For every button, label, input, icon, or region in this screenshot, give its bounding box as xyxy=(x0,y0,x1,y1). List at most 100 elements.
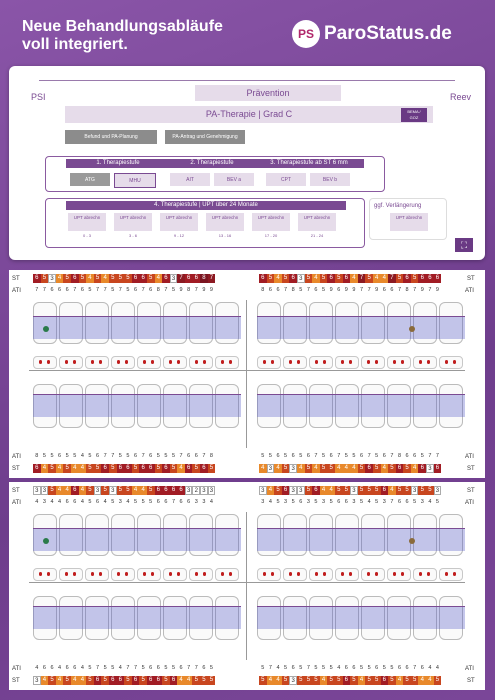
cell[interactable]: 6 xyxy=(124,464,132,473)
cell[interactable]: 6 xyxy=(96,499,100,505)
cell[interactable]: 7 xyxy=(428,453,432,459)
cell[interactable]: 6 xyxy=(192,274,201,283)
cell[interactable]: 6 xyxy=(259,274,267,283)
cell[interactable]: 7 xyxy=(202,453,206,459)
cell[interactable]: 7 xyxy=(187,665,191,671)
cell[interactable]: 4 xyxy=(55,464,64,473)
cell[interactable]: 3 xyxy=(289,464,297,473)
cell[interactable]: 6 xyxy=(299,499,303,505)
cell[interactable]: 6 xyxy=(73,665,77,671)
cell[interactable]: 5 xyxy=(403,486,411,495)
cell[interactable]: 5 xyxy=(395,274,404,283)
cell[interactable]: 8 xyxy=(187,287,191,293)
cell[interactable]: 4 xyxy=(154,274,163,283)
chip-cpt[interactable]: CPT xyxy=(266,173,306,186)
cell[interactable]: 5 xyxy=(357,464,366,473)
cell[interactable]: 7 xyxy=(357,274,366,283)
cell[interactable]: 5 xyxy=(329,665,333,671)
cell[interactable]: 5 xyxy=(342,486,351,495)
cell[interactable]: 6 xyxy=(179,499,183,505)
cell[interactable]: 5 xyxy=(281,274,290,283)
logo[interactable]: PS ParoStatus.de xyxy=(292,20,452,48)
cell[interactable]: 5 xyxy=(88,453,92,459)
cell[interactable]: 6 xyxy=(426,274,434,283)
cell[interactable]: 6 xyxy=(276,287,280,293)
cell[interactable]: 3 xyxy=(200,486,208,495)
cell[interactable]: 5 xyxy=(40,274,49,283)
cell[interactable]: 5 xyxy=(299,665,303,671)
cell[interactable]: 6 xyxy=(177,486,185,495)
cell[interactable]: 6 xyxy=(50,287,54,293)
chip-ait[interactable]: AIT xyxy=(170,173,210,186)
cell[interactable]: 4 xyxy=(78,676,87,685)
cell[interactable]: 5 xyxy=(261,453,265,459)
cell[interactable]: 5 xyxy=(42,453,46,459)
cell[interactable]: 5 xyxy=(395,486,404,495)
cell[interactable]: 5 xyxy=(433,676,442,685)
cell[interactable]: 5 xyxy=(103,665,107,671)
cell[interactable]: 6 xyxy=(281,486,290,495)
cell[interactable]: 4 xyxy=(86,274,94,283)
cell[interactable]: 3 xyxy=(207,486,216,495)
cell[interactable]: 5 xyxy=(171,665,176,671)
cell[interactable]: 4 xyxy=(350,274,358,283)
cell[interactable]: 5 xyxy=(403,464,411,473)
cell[interactable]: 6 xyxy=(306,453,310,459)
cell[interactable]: 9 xyxy=(435,287,439,293)
cell[interactable]: 7 xyxy=(141,453,145,459)
cell[interactable]: 7 xyxy=(73,287,77,293)
cell[interactable]: 8 xyxy=(156,287,160,293)
cell[interactable]: 3 xyxy=(350,486,358,495)
cell[interactable]: 6 xyxy=(33,274,41,283)
cell[interactable]: 9 xyxy=(179,287,183,293)
cell[interactable]: 6 xyxy=(164,499,168,505)
cell[interactable]: 5 xyxy=(207,464,216,473)
cell[interactable]: 3 xyxy=(352,499,356,505)
cell[interactable]: 5 xyxy=(319,274,328,283)
cell[interactable]: 5 xyxy=(65,453,69,459)
cell[interactable]: 4 xyxy=(80,453,84,459)
cell[interactable]: 6 xyxy=(116,464,125,473)
cell[interactable]: 5 xyxy=(314,665,318,671)
cell[interactable]: 5 xyxy=(171,453,176,459)
cell[interactable]: 7 xyxy=(268,665,272,671)
cell[interactable]: 7 xyxy=(42,287,46,293)
cell[interactable]: 6 xyxy=(179,665,183,671)
cell[interactable]: 6 xyxy=(101,464,109,473)
cell[interactable]: 6 xyxy=(276,453,280,459)
cell[interactable]: 3 xyxy=(194,499,198,505)
cell[interactable]: 6 xyxy=(291,665,295,671)
cell[interactable]: 6 xyxy=(73,499,77,505)
cell[interactable]: 8 xyxy=(200,274,208,283)
cell[interactable]: 3 xyxy=(266,464,275,473)
cell[interactable]: 5 xyxy=(375,453,379,459)
cell[interactable]: 4 xyxy=(410,464,419,473)
cell[interactable]: 6 xyxy=(33,464,41,473)
cell[interactable]: 6 xyxy=(149,665,153,671)
cell[interactable]: 5 xyxy=(124,486,132,495)
cell[interactable]: 6 xyxy=(162,486,170,495)
cell[interactable]: 4 xyxy=(58,499,62,505)
cell[interactable]: 6 xyxy=(397,499,402,505)
cell[interactable]: 6 xyxy=(65,665,69,671)
cell[interactable]: 4 xyxy=(80,665,84,671)
cell[interactable]: 6 xyxy=(58,453,62,459)
cell[interactable]: 7 xyxy=(306,665,310,671)
cell[interactable]: 6 xyxy=(405,665,409,671)
cell[interactable]: 4 xyxy=(40,464,49,473)
cell[interactable]: 3 xyxy=(184,486,193,495)
upt-2[interactable]: UPT abrechn xyxy=(114,213,152,231)
cell[interactable]: 6 xyxy=(139,464,147,473)
cell[interactable]: 5 xyxy=(259,676,267,685)
cell[interactable]: 7 xyxy=(103,287,107,293)
cell[interactable]: 5 xyxy=(192,676,201,685)
cell[interactable]: 4 xyxy=(274,274,282,283)
cell[interactable]: 5 xyxy=(126,287,130,293)
cell[interactable]: 6 xyxy=(80,287,84,293)
cell[interactable]: 7 xyxy=(397,287,402,293)
cell[interactable]: 4 xyxy=(101,274,109,283)
cell[interactable]: 5 xyxy=(312,676,320,685)
cell[interactable]: 5 xyxy=(365,486,373,495)
cell[interactable]: 7 xyxy=(413,665,417,671)
cell[interactable]: 4 xyxy=(268,499,272,505)
